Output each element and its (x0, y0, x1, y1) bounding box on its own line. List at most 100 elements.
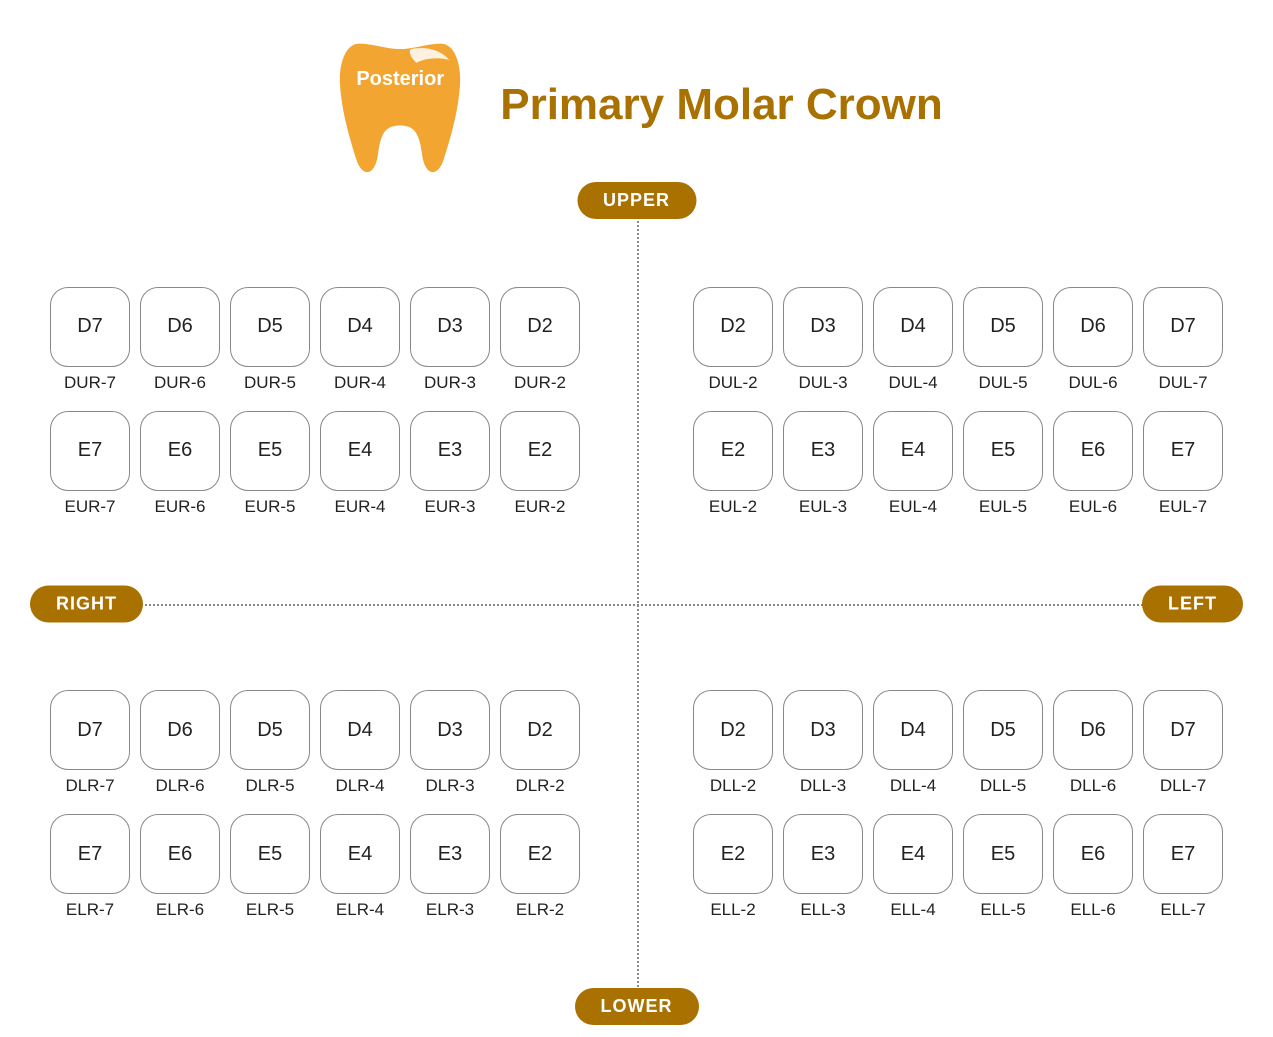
crown-cell: D4 (873, 287, 953, 367)
crown-code: EUL-5 (963, 497, 1043, 517)
crown-code: DUL-5 (963, 373, 1043, 393)
crown-cells: D7D6D5D4D3D2 (50, 690, 580, 770)
crown-code: DLL-3 (783, 776, 863, 796)
crown-code: DUR-4 (320, 373, 400, 393)
crown-code: ELL-2 (693, 900, 773, 920)
crown-cell: E7 (1143, 814, 1223, 894)
crown-cell: D4 (320, 690, 400, 770)
crown-codes: DLR-7DLR-6DLR-5DLR-4DLR-3DLR-2 (50, 776, 580, 796)
crown-codes: DLL-2DLL-3DLL-4DLL-5DLL-6DLL-7 (693, 776, 1223, 796)
quadrant-lower-right: D7D6D5D4D3D2DLR-7DLR-6DLR-5DLR-4DLR-3DLR… (30, 604, 637, 1008)
crown-code: DLR-6 (140, 776, 220, 796)
tooth-shape (340, 44, 460, 172)
crown-cell: D2 (693, 690, 773, 770)
crown-cell: D4 (320, 287, 400, 367)
crown-cell: D7 (50, 287, 130, 367)
crown-cells: D7D6D5D4D3D2 (50, 287, 580, 367)
crown-cell: E3 (783, 814, 863, 894)
crown-code: ELR-4 (320, 900, 400, 920)
crown-code: EUL-7 (1143, 497, 1223, 517)
crown-cell: D7 (1143, 287, 1223, 367)
crown-codes: DUR-7DUR-6DUR-5DUR-4DUR-3DUR-2 (50, 373, 580, 393)
crown-code: DUR-5 (230, 373, 310, 393)
quadrant-lower-left: D2D3D4D5D6D7DLL-2DLL-3DLL-4DLL-5DLL-6DLL… (637, 604, 1244, 1008)
crown-code: ELL-4 (873, 900, 953, 920)
crown-row: D7D6D5D4D3D2DUR-7DUR-6DUR-5DUR-4DUR-3DUR… (50, 287, 580, 393)
crown-row: D7D6D5D4D3D2DLR-7DLR-6DLR-5DLR-4DLR-3DLR… (50, 690, 580, 796)
crown-cell: E5 (963, 814, 1043, 894)
crown-cell: D5 (963, 287, 1043, 367)
crown-cell: D3 (783, 287, 863, 367)
crown-cell: E5 (230, 411, 310, 491)
crown-code: DUL-2 (693, 373, 773, 393)
crown-cells: E7E6E5E4E3E2 (50, 411, 580, 491)
crown-cell: D6 (1053, 690, 1133, 770)
crown-code: EUL-2 (693, 497, 773, 517)
crown-code: ELL-5 (963, 900, 1043, 920)
crown-cell: D6 (140, 287, 220, 367)
crown-cells: E7E6E5E4E3E2 (50, 814, 580, 894)
crown-row: D2D3D4D5D6D7DUL-2DUL-3DUL-4DUL-5DUL-6DUL… (693, 287, 1223, 393)
quadrant-upper-left: D2D3D4D5D6D7DUL-2DUL-3DUL-4DUL-5DUL-6DUL… (637, 200, 1244, 604)
crown-cell: E6 (1053, 814, 1133, 894)
crown-codes: ELR-7ELR-6ELR-5ELR-4ELR-3ELR-2 (50, 900, 580, 920)
crown-cell: D6 (140, 690, 220, 770)
crown-code: DUR-7 (50, 373, 130, 393)
crown-cell: E7 (50, 814, 130, 894)
crown-code: EUR-5 (230, 497, 310, 517)
crown-codes: EUR-7EUR-6EUR-5EUR-4EUR-3EUR-2 (50, 497, 580, 517)
crown-cell: D3 (783, 690, 863, 770)
crown-code: DUL-7 (1143, 373, 1223, 393)
crown-cell: E4 (320, 411, 400, 491)
quadrant-upper-right: D7D6D5D4D3D2DUR-7DUR-6DUR-5DUR-4DUR-3DUR… (30, 200, 637, 604)
crown-cell: E6 (140, 814, 220, 894)
crown-code: DLR-2 (500, 776, 580, 796)
crown-cell: E6 (1053, 411, 1133, 491)
crown-cell: D5 (230, 287, 310, 367)
crown-cell: D2 (693, 287, 773, 367)
crown-code: EUL-6 (1053, 497, 1133, 517)
crown-cell: E3 (410, 411, 490, 491)
crown-cell: E3 (783, 411, 863, 491)
crown-code: EUR-7 (50, 497, 130, 517)
crown-code: DLR-4 (320, 776, 400, 796)
crown-cells: E2E3E4E5E6E7 (693, 411, 1223, 491)
crown-cell: E5 (230, 814, 310, 894)
crown-cell: D3 (410, 287, 490, 367)
crown-cell: D7 (50, 690, 130, 770)
crown-codes: ELL-2ELL-3ELL-4ELL-5ELL-6ELL-7 (693, 900, 1223, 920)
crown-cells: D2D3D4D5D6D7 (693, 690, 1223, 770)
crown-code: DUR-6 (140, 373, 220, 393)
crown-row: E2E3E4E5E6E7ELL-2ELL-3ELL-4ELL-5ELL-6ELL… (693, 814, 1223, 920)
crown-code: DLL-7 (1143, 776, 1223, 796)
crown-code: DUL-6 (1053, 373, 1133, 393)
crown-code: ELR-7 (50, 900, 130, 920)
crown-cell: D2 (500, 690, 580, 770)
crown-cell: D5 (230, 690, 310, 770)
crown-code: DLL-6 (1053, 776, 1133, 796)
crown-code: EUL-4 (873, 497, 953, 517)
page-title: Primary Molar Crown (500, 80, 943, 130)
crown-cells: D2D3D4D5D6D7 (693, 287, 1223, 367)
crown-cell: D5 (963, 690, 1043, 770)
crown-cell: E2 (500, 814, 580, 894)
crown-cell: D7 (1143, 690, 1223, 770)
crown-code: ELR-2 (500, 900, 580, 920)
crown-code: ELR-5 (230, 900, 310, 920)
crown-codes: EUL-2 EUL-3 EUL-4 EUL-5 EUL-6 EUL-7 (693, 497, 1223, 517)
crown-code: DLL-2 (693, 776, 773, 796)
crown-code: DLR-5 (230, 776, 310, 796)
crown-cell: E2 (693, 411, 773, 491)
crown-code: EUR-3 (410, 497, 490, 517)
crown-cell: D2 (500, 287, 580, 367)
crown-code: ELL-6 (1053, 900, 1133, 920)
tooth-label: Posterior (356, 68, 444, 91)
crown-row: D2D3D4D5D6D7DLL-2DLL-3DLL-4DLL-5DLL-6DLL… (693, 690, 1223, 796)
crown-code: DUL-4 (873, 373, 953, 393)
crown-row: E7E6E5E4E3E2ELR-7ELR-6ELR-5ELR-4ELR-3ELR… (50, 814, 580, 920)
tooth-icon: Posterior (330, 30, 470, 180)
crown-row: E2E3E4E5E6E7EUL-2EUL-3EUL-4EUL-5EUL-6EUL… (693, 411, 1223, 517)
header: Posterior Primary Molar Crown (0, 0, 1273, 190)
crown-code: DLL-4 (873, 776, 953, 796)
crown-code: EUL-3 (783, 497, 863, 517)
